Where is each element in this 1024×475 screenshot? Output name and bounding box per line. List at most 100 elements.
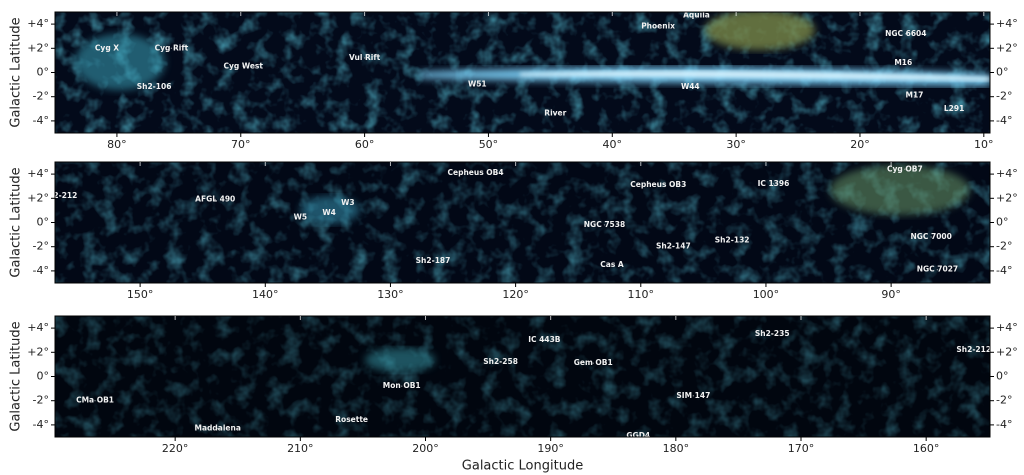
x-tick-label: 50° xyxy=(479,138,499,151)
annotation-anchor xyxy=(771,333,773,335)
annotation: W5 xyxy=(294,213,308,222)
annotation-anchor xyxy=(930,236,932,238)
annotation-anchor xyxy=(731,239,733,242)
x-tick-label: 20° xyxy=(850,138,870,151)
y-tick-label: 0° xyxy=(37,370,50,383)
annotation-anchor xyxy=(499,361,502,363)
y-tick-label: -2° xyxy=(33,240,49,253)
annotation: Cepheus OB4 xyxy=(447,168,503,177)
annotation-anchor xyxy=(242,65,244,68)
x-tick-label: 80° xyxy=(107,138,127,151)
y-tick-label: +2° xyxy=(27,345,49,358)
annotation-anchor xyxy=(905,33,907,35)
sky-image xyxy=(55,316,990,437)
annotation: AFGL 490 xyxy=(195,195,235,204)
x-tick-label: 170° xyxy=(788,442,815,455)
x-tick-label: 120° xyxy=(502,288,529,301)
x-axis-label: Galactic Longitude xyxy=(462,459,583,474)
x-tick-label: 130° xyxy=(377,288,404,301)
annotation-anchor xyxy=(59,195,61,197)
annotation: GGD4 xyxy=(626,431,650,440)
sky-image xyxy=(55,12,990,133)
annotation: NGC 6604 xyxy=(885,29,926,38)
annotation: Sh2-187 xyxy=(416,256,451,265)
annotation: W44 xyxy=(681,82,700,91)
annotation: Mon OB1 xyxy=(383,381,421,390)
annotation-anchor xyxy=(328,212,330,214)
y-tick-label: 0° xyxy=(37,66,50,79)
y-tick-label: 0° xyxy=(37,216,50,229)
x-tick-label: 10° xyxy=(974,138,994,151)
annotation-anchor xyxy=(936,268,939,271)
annotation-anchor xyxy=(913,94,916,97)
annotation: Sh2-258 xyxy=(483,357,518,366)
annotations: Cyg X Cyg Rift Cyg West Sh2-106 Vul Rift W51 R… xyxy=(95,12,964,118)
annotation: Cas A xyxy=(600,260,624,269)
annotation-anchor xyxy=(363,57,366,59)
annotation-anchor xyxy=(554,112,557,115)
annotation-anchor xyxy=(603,224,606,226)
x-tick-label: 190° xyxy=(537,442,564,455)
x-tick-label: 60° xyxy=(355,138,375,151)
y-axis-label: Galactic Latitude xyxy=(9,17,24,127)
annotation-anchor xyxy=(217,427,219,430)
y-axis-label: Galactic Latitude xyxy=(9,167,24,277)
annotation-anchor xyxy=(214,198,216,201)
y-tick-label: 0° xyxy=(996,216,1009,229)
annotation-anchor xyxy=(657,25,659,28)
annotation: Gem OB1 xyxy=(574,358,613,367)
annotation: Cyg West xyxy=(223,61,263,70)
annotation-anchor xyxy=(692,395,695,397)
y-tick-label: +2° xyxy=(996,191,1018,204)
y-tick-label: -2° xyxy=(996,90,1012,103)
annotation: W3 xyxy=(341,198,355,207)
annotation-anchor xyxy=(672,246,675,248)
y-tick-label: -2° xyxy=(33,394,49,407)
y-tick-label: -4° xyxy=(996,264,1012,277)
y-tick-label: -4° xyxy=(33,114,49,127)
annotation: Sh2-212 xyxy=(956,345,991,354)
annotation: M16 xyxy=(894,58,912,67)
annotation: W4 xyxy=(322,208,336,217)
annotation: Cyg X xyxy=(95,43,119,52)
x-tick-label: 180° xyxy=(663,442,690,455)
annotation-anchor xyxy=(695,14,698,17)
annotation: Sh2-106 xyxy=(137,82,172,91)
x-tick-label: 90° xyxy=(881,288,901,301)
annotation: IC 443B xyxy=(528,335,561,344)
y-tick-label: +4° xyxy=(996,17,1018,30)
x-tick-label: 210° xyxy=(287,442,314,455)
annotation: Cyg OB7 xyxy=(887,164,923,173)
annotation: River xyxy=(544,109,566,118)
annotation: W51 xyxy=(468,80,487,89)
y-tick-label: -4° xyxy=(996,114,1012,127)
x-tick-label: 140° xyxy=(252,288,279,301)
y-tick-label: -4° xyxy=(33,418,49,431)
annotation: L291 xyxy=(944,104,964,113)
y-tick-label: +4° xyxy=(996,167,1018,180)
y-tick-label: -2° xyxy=(33,90,49,103)
annotation-anchor xyxy=(432,260,434,262)
annotation: CMa OB1 xyxy=(76,396,114,405)
sky-image xyxy=(55,162,990,283)
annotation-anchor xyxy=(401,385,403,387)
annotation: Sh2-235 xyxy=(755,329,790,338)
x-tick-label: 160° xyxy=(913,442,940,455)
annotation: Sh2-147 xyxy=(656,242,691,251)
annotation: SIM 147 xyxy=(676,391,710,400)
annotation-anchor xyxy=(689,86,692,88)
x-tick-label: 100° xyxy=(753,288,780,301)
annotation-anchor xyxy=(611,264,613,266)
annotation-anchor xyxy=(299,216,302,219)
y-tick-label: +4° xyxy=(27,17,49,30)
y-axis-label: Galactic Latitude xyxy=(9,321,24,431)
annotation-anchor xyxy=(973,349,975,351)
y-tick-label: -2° xyxy=(996,240,1012,253)
annotation-anchor xyxy=(474,172,477,174)
y-tick-label: +2° xyxy=(996,345,1018,358)
annotation: NGC 7000 xyxy=(910,232,951,241)
annotations: CMa OB1 Maddalena Rosette Mon OB1 Sh2-258 IC … xyxy=(76,329,991,440)
annotation-anchor xyxy=(170,47,173,49)
annotation: Phoenix xyxy=(641,22,675,31)
